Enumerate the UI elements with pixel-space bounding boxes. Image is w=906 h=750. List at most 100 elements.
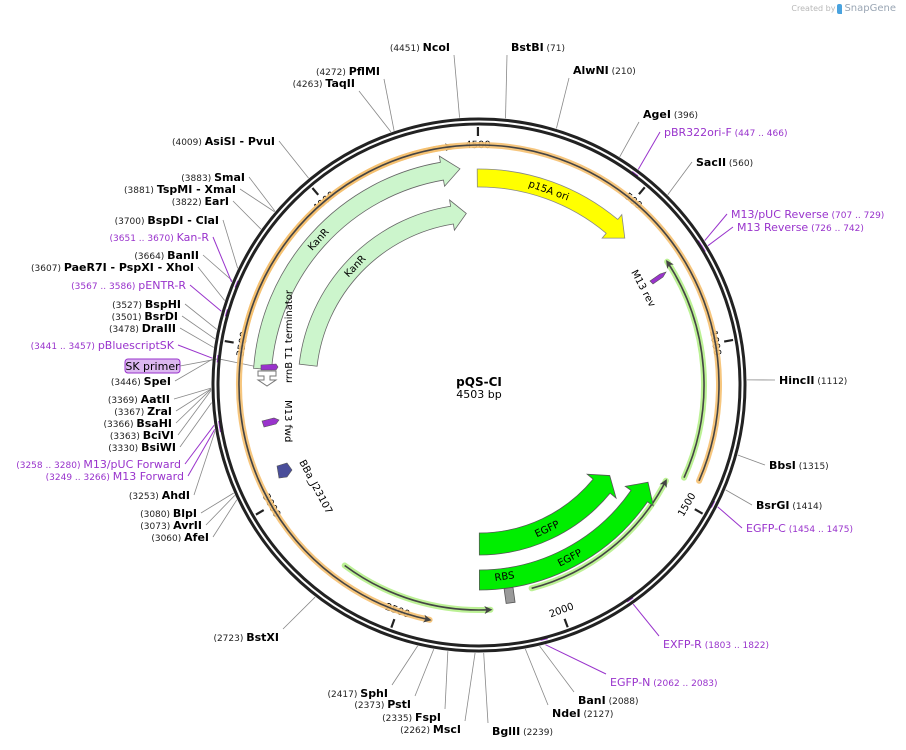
enzyme-site-banii[interactable]: (3664) BanII	[134, 249, 199, 262]
enzyme-site-bbsi[interactable]: BbsI (1315)	[769, 459, 829, 472]
primer-site-exfp-r[interactable]: EXFP-R (1803 .. 1822)	[663, 638, 769, 651]
enzyme-site-bsrgi[interactable]: BsrGI (1414)	[756, 499, 822, 512]
enzyme-label: (3253) AhdI	[129, 489, 190, 502]
primer-site-egfp-c[interactable]: EGFP-C (1454 .. 1475)	[746, 522, 853, 535]
enzyme-site-spei[interactable]: (3446) SpeI	[111, 375, 171, 388]
enzyme-site-paer7i[interactable]: (3607) PaeR7I - PspXI - XhoI	[31, 261, 194, 274]
primer-site-pbr322ori-f[interactable]: pBR322ori-F (447 .. 466)	[664, 126, 787, 139]
enzyme-site-tspmi[interactable]: (3881) TspMI - XmaI	[124, 183, 236, 196]
enzyme-site-ahdi[interactable]: (3253) AhdI	[129, 489, 190, 502]
leader-line	[391, 645, 418, 686]
enzyme-site-alwni[interactable]: AlwNI (210)	[573, 64, 636, 77]
leader-line	[282, 596, 316, 630]
enzyme-site-bspdi[interactable]: (3700) BspDI - ClaI	[115, 214, 219, 227]
enzyme-site-smai[interactable]: (3883) SmaI	[181, 171, 245, 184]
tick-mark	[390, 618, 396, 629]
primer-site-pbluescriptsk[interactable]: (3441 .. 3457) pBluescriptSK	[31, 339, 175, 352]
leader-line	[444, 651, 449, 710]
site-name: AhdI	[162, 489, 190, 502]
enzyme-site-aatii[interactable]: (3369) AatII	[108, 393, 170, 406]
leader-line	[483, 652, 489, 724]
enzyme-site-bstxi[interactable]: (2723) BstXI	[213, 631, 279, 644]
primer-site-kan-r[interactable]: (3651 .. 3670) Kan-R	[110, 231, 210, 244]
primer-site-m13-puc[interactable]: (3258 .. 3280) M13/pUC Forward	[16, 458, 181, 471]
enzyme-site-agei[interactable]: AgeI (396)	[643, 108, 698, 121]
leader-line	[414, 649, 435, 697]
rbs-box-icon	[503, 586, 516, 604]
enzyme-site-sphi[interactable]: (2417) SphI	[327, 687, 388, 700]
rbs-feature[interactable]: RBS	[494, 570, 516, 604]
leader-line	[248, 176, 276, 212]
site-position: (4009)	[172, 138, 205, 148]
leader-line	[179, 358, 219, 367]
site-name: PaeR7I - PspXI - XhoI	[64, 261, 194, 274]
site-position: (3607)	[31, 264, 64, 274]
enzyme-label: (4272) PflMI	[316, 65, 380, 78]
enzyme-label: (3363) BciVI	[110, 429, 174, 442]
enzyme-site-psti[interactable]: (2373) PstI	[354, 698, 411, 711]
enzyme-site-zrai[interactable]: (3367) ZraI	[114, 405, 172, 418]
primer-site-pentr-r[interactable]: (3567 .. 3586) pENTR-R	[71, 279, 186, 292]
site-name: BsrDI	[144, 310, 178, 323]
orf-arrow[interactable]	[238, 144, 720, 623]
leader-line	[177, 390, 212, 436]
leader-line	[717, 506, 743, 529]
site-position: (3664)	[134, 252, 167, 262]
enzyme-site-taqii[interactable]: (4263) TaqII	[293, 77, 355, 90]
enzyme-site-pflmi[interactable]: (4272) PflMI	[316, 65, 380, 78]
orf-arrow[interactable]	[666, 260, 705, 479]
enzyme-site-bani[interactable]: BanI (2088)	[578, 694, 639, 707]
leader-line	[707, 226, 734, 247]
rrnB-terminator-feature[interactable]: rrnB T1 terminator	[256, 289, 295, 387]
orf-arrow[interactable]	[531, 478, 667, 590]
m13-rev-feature[interactable]: M13 rev	[628, 268, 667, 309]
enzyme-site-avrii[interactable]: (3073) AvrII	[140, 519, 202, 532]
leader-line	[189, 284, 222, 312]
leader-line	[667, 161, 693, 195]
site-position: (3366)	[104, 420, 137, 430]
enzyme-site-afei[interactable]: (3060) AfeI	[151, 531, 209, 544]
enzyme-site-eari[interactable]: (3822) EarI	[172, 195, 229, 208]
enzyme-site-bglii[interactable]: BglII (2239)	[492, 725, 553, 738]
enzyme-site-bsahi[interactable]: (3366) BsaHI	[104, 417, 172, 430]
enzyme-label: (3367) ZraI	[114, 405, 172, 418]
enzyme-site-draiii[interactable]: (3478) DraIII	[109, 322, 176, 335]
sk-primer-tag[interactable]: SK primer	[124, 358, 181, 374]
enzyme-site-bstbi[interactable]: BstBI (71)	[511, 41, 565, 54]
promoter-arrow-icon	[276, 462, 293, 479]
site-name: BanII	[167, 249, 199, 262]
enzyme-site-hincii[interactable]: HincII (1112)	[779, 374, 847, 387]
enzyme-site-bsphi[interactable]: (3527) BspHI	[112, 298, 181, 311]
site-position: (396)	[671, 111, 698, 121]
feature-arrow	[478, 481, 654, 591]
bba-j23107-feature[interactable]: BBa_J23107	[276, 458, 334, 516]
m13-fwd-feature[interactable]: M13 fwd	[261, 400, 293, 442]
enzyme-label: (3664) BanII	[134, 249, 199, 262]
primer-label: EGFP-C (1454 .. 1475)	[746, 522, 853, 535]
feature-egfp[interactable]: EGFP	[478, 473, 617, 556]
site-position: (71)	[544, 44, 565, 54]
primer-site-m13-puc[interactable]: M13/pUC Reverse (707 .. 729)	[731, 208, 884, 221]
primer-site-m13[interactable]: M13 Reverse (726 .. 742)	[737, 221, 864, 234]
enzyme-site-ndei[interactable]: NdeI (2127)	[552, 707, 613, 720]
primer-site-egfp-n[interactable]: EGFP-N (2062 .. 2083)	[610, 676, 718, 689]
enzyme-site-msci[interactable]: (2262) MscI	[400, 723, 461, 736]
enzyme-site-bsiwi[interactable]: (3330) BsiWI	[108, 441, 176, 454]
enzyme-site-ncoi[interactable]: (4451) NcoI	[390, 41, 450, 54]
orf-arrow[interactable]	[344, 564, 493, 615]
enzyme-site-fspi[interactable]: (2335) FspI	[382, 711, 441, 724]
enzyme-site-bcivi[interactable]: (3363) BciVI	[110, 429, 174, 442]
site-name: BstXI	[246, 631, 279, 644]
enzyme-site-asisi[interactable]: (4009) AsiSI - PvuI	[172, 135, 275, 148]
enzyme-site-blpi[interactable]: (3080) BlpI	[140, 507, 197, 520]
enzyme-label: (3700) BspDI - ClaI	[115, 214, 219, 227]
primer-site-m13[interactable]: (3249 .. 3266) M13 Forward	[46, 470, 184, 483]
site-name: BstBI	[511, 41, 544, 54]
feature-egfp[interactable]: EGFP	[478, 481, 654, 591]
primer-label: pBR322ori-F (447 .. 466)	[664, 126, 787, 139]
leader-line	[175, 388, 212, 412]
site-position: (1454 .. 1475)	[786, 525, 853, 535]
enzyme-site-sacii[interactable]: SacII (560)	[696, 156, 753, 169]
site-position: (726 .. 742)	[808, 224, 864, 234]
enzyme-site-bsrdi[interactable]: (3501) BsrDI	[112, 310, 178, 323]
